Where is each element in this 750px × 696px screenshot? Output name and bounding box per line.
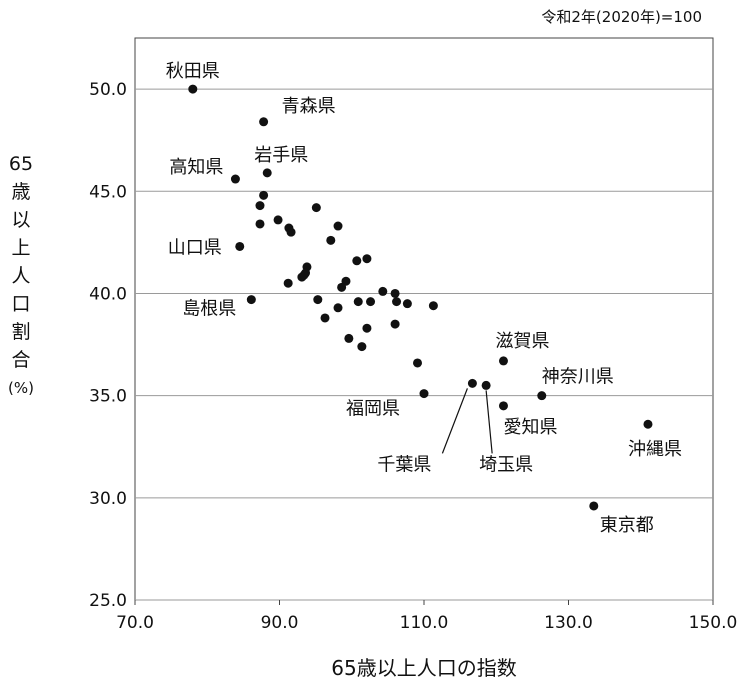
base-year-note: 令和2年(2020年)=100 bbox=[541, 8, 702, 26]
point-label: 沖縄県 bbox=[628, 439, 682, 460]
data-point bbox=[333, 303, 343, 313]
data-point bbox=[311, 203, 321, 213]
data-point bbox=[390, 319, 400, 329]
point-label: 愛知県 bbox=[503, 417, 557, 438]
data-point bbox=[537, 391, 547, 401]
data-point bbox=[498, 401, 508, 411]
data-point bbox=[362, 323, 372, 333]
point-label: 秋田県 bbox=[166, 61, 220, 82]
data-point bbox=[299, 270, 309, 280]
leader-line bbox=[441, 388, 468, 454]
data-point bbox=[428, 301, 438, 311]
x-axis-label: 65歳以上人口の指数 bbox=[331, 656, 517, 680]
point-label: 東京都 bbox=[600, 515, 654, 536]
data-point bbox=[402, 299, 412, 309]
data-point bbox=[643, 419, 653, 429]
point-label: 埼玉県 bbox=[479, 454, 533, 475]
data-point bbox=[326, 235, 336, 245]
point-label: 山口県 bbox=[168, 237, 222, 258]
data-point bbox=[262, 168, 272, 178]
data-point bbox=[357, 342, 367, 352]
data-point bbox=[235, 241, 245, 251]
y-tick-label: 40.0 bbox=[89, 284, 127, 304]
point-label: 滋賀県 bbox=[495, 331, 549, 352]
y-tick-label: 35.0 bbox=[89, 387, 127, 407]
data-point bbox=[246, 295, 256, 305]
data-point bbox=[333, 221, 343, 231]
point-label: 高知県 bbox=[169, 157, 223, 178]
data-point bbox=[337, 282, 347, 292]
data-point bbox=[188, 84, 198, 94]
data-point bbox=[378, 286, 388, 296]
point-label: 福岡県 bbox=[346, 399, 400, 420]
x-tick-label: 70.0 bbox=[116, 613, 154, 633]
x-tick-label: 130.0 bbox=[544, 613, 593, 633]
data-point bbox=[283, 278, 293, 288]
point-label: 千葉県 bbox=[377, 454, 431, 475]
point-label: 青森県 bbox=[282, 96, 336, 117]
point-label: 島根県 bbox=[182, 299, 236, 320]
y-tick-label: 25.0 bbox=[89, 591, 127, 611]
data-point bbox=[467, 378, 477, 388]
x-tick-label: 90.0 bbox=[261, 613, 299, 633]
y-axis-label: 65 歳以上人口割合 (%) bbox=[8, 153, 34, 397]
data-point bbox=[273, 215, 283, 225]
data-point bbox=[255, 201, 265, 211]
data-point bbox=[412, 358, 422, 368]
y-tick-label: 50.0 bbox=[89, 80, 127, 100]
data-point bbox=[230, 174, 240, 184]
data-point bbox=[353, 297, 363, 307]
data-point bbox=[344, 333, 354, 343]
data-point bbox=[498, 356, 508, 366]
data-point bbox=[255, 219, 265, 229]
data-point bbox=[259, 190, 269, 200]
leader-line bbox=[485, 390, 493, 454]
x-tick-label: 110.0 bbox=[400, 613, 449, 633]
point-label: 神奈川県 bbox=[542, 367, 614, 388]
data-point bbox=[313, 295, 323, 305]
data-point bbox=[390, 288, 400, 298]
data-point bbox=[286, 227, 296, 237]
data-point bbox=[481, 380, 491, 390]
data-point bbox=[352, 256, 362, 266]
point-label: 岩手県 bbox=[254, 145, 308, 166]
data-point bbox=[419, 389, 429, 399]
data-point bbox=[259, 117, 269, 127]
data-point bbox=[320, 313, 330, 323]
data-point bbox=[589, 501, 599, 511]
data-point bbox=[366, 297, 376, 307]
y-tick-label: 45.0 bbox=[89, 182, 127, 202]
y-tick-label: 30.0 bbox=[89, 489, 127, 509]
data-point bbox=[392, 297, 402, 307]
x-tick-label: 150.0 bbox=[689, 613, 738, 633]
data-point bbox=[362, 254, 372, 264]
